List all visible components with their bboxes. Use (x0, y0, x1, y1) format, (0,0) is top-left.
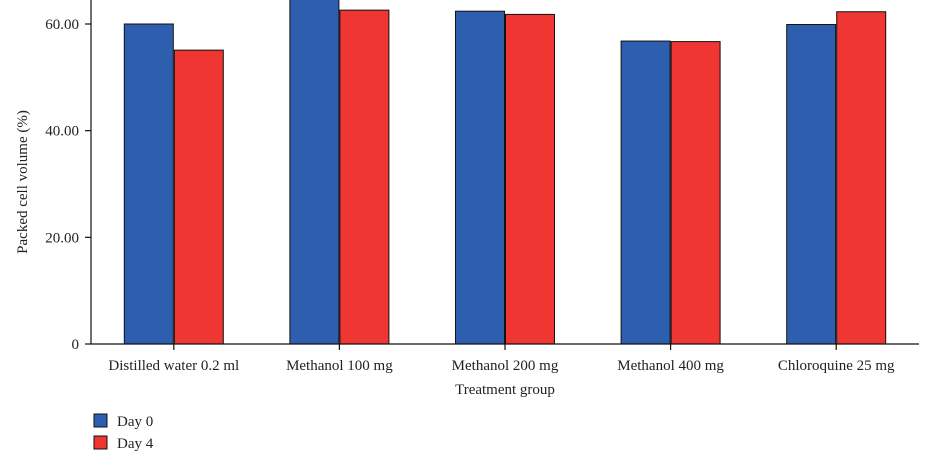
bar-day4-5 (836, 11, 887, 345)
x-tick-label-5: Chloroquine 25 mg (778, 358, 895, 374)
bar-day0-2 (289, 0, 340, 345)
x-tick-label-2: Methanol 100 mg (286, 358, 393, 374)
legend-label-1: Day 0 (117, 414, 153, 430)
bars-layer (123, 0, 887, 345)
x-tick-label-1: Distilled water 0.2 ml (108, 358, 239, 374)
bar-day0-5 (786, 24, 837, 345)
y-tick-label-1: 20.00 (45, 230, 79, 246)
axes-layer: 0 20.00 40.00 60.00 Distilled water 0.2 ml Me… (15, 0, 919, 398)
legend: Day 0 Day 4 (93, 413, 154, 452)
y-tick-label-3: 60.00 (45, 17, 79, 33)
bar-day0-1 (123, 23, 174, 345)
bar-day0-3 (455, 10, 505, 345)
bar-day4-4 (670, 41, 721, 345)
legend-swatch-2 (93, 435, 108, 450)
legend-swatch-1 (93, 413, 108, 428)
y-tick-label-2: 40.00 (45, 124, 79, 140)
x-tick-label-3: Methanol 200 mg (452, 358, 559, 374)
y-axis-title: Packed cell volume (%) (15, 110, 31, 254)
bar-day4-2 (339, 9, 390, 345)
y-tick-label-0: 0 (72, 337, 80, 353)
x-tick-label-4: Methanol 400 mg (617, 358, 724, 374)
legend-label-2: Day 4 (117, 436, 154, 452)
x-axis-title: Treatment group (455, 382, 555, 398)
bar-day4-3 (505, 13, 555, 345)
bar-day0-4 (620, 40, 671, 345)
bar-day4-1 (173, 49, 224, 345)
